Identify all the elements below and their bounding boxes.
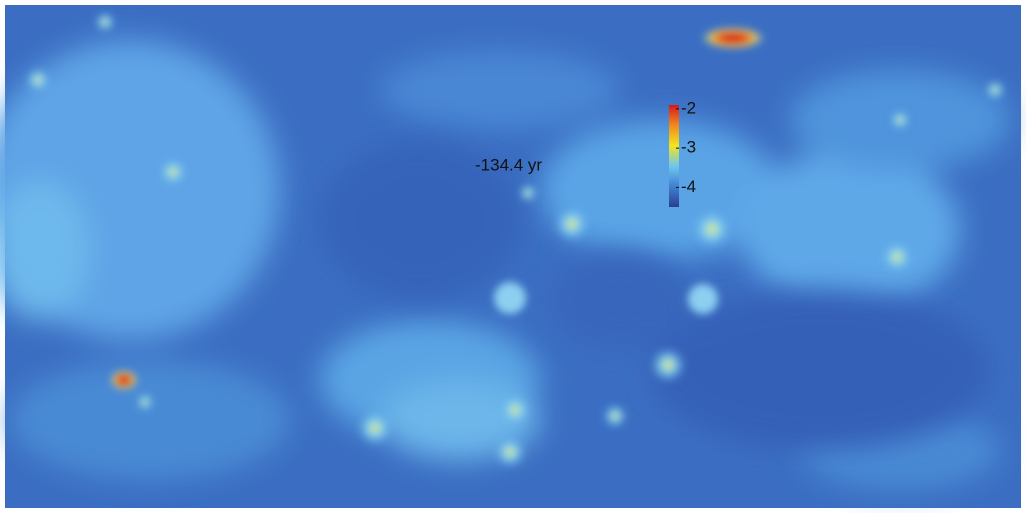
time-label: -134.4 yr <box>475 155 542 174</box>
colorbar-tick-label: -3 <box>681 138 696 157</box>
map-figure: -134.4 yr -4 -3 -2 <box>0 0 1026 513</box>
colorbar: -4 -3 -2 <box>669 98 696 207</box>
colorbar-scale <box>669 105 679 207</box>
colorbar-tick-label: -4 <box>681 177 696 196</box>
colorbar-tick-label: -2 <box>681 98 696 117</box>
